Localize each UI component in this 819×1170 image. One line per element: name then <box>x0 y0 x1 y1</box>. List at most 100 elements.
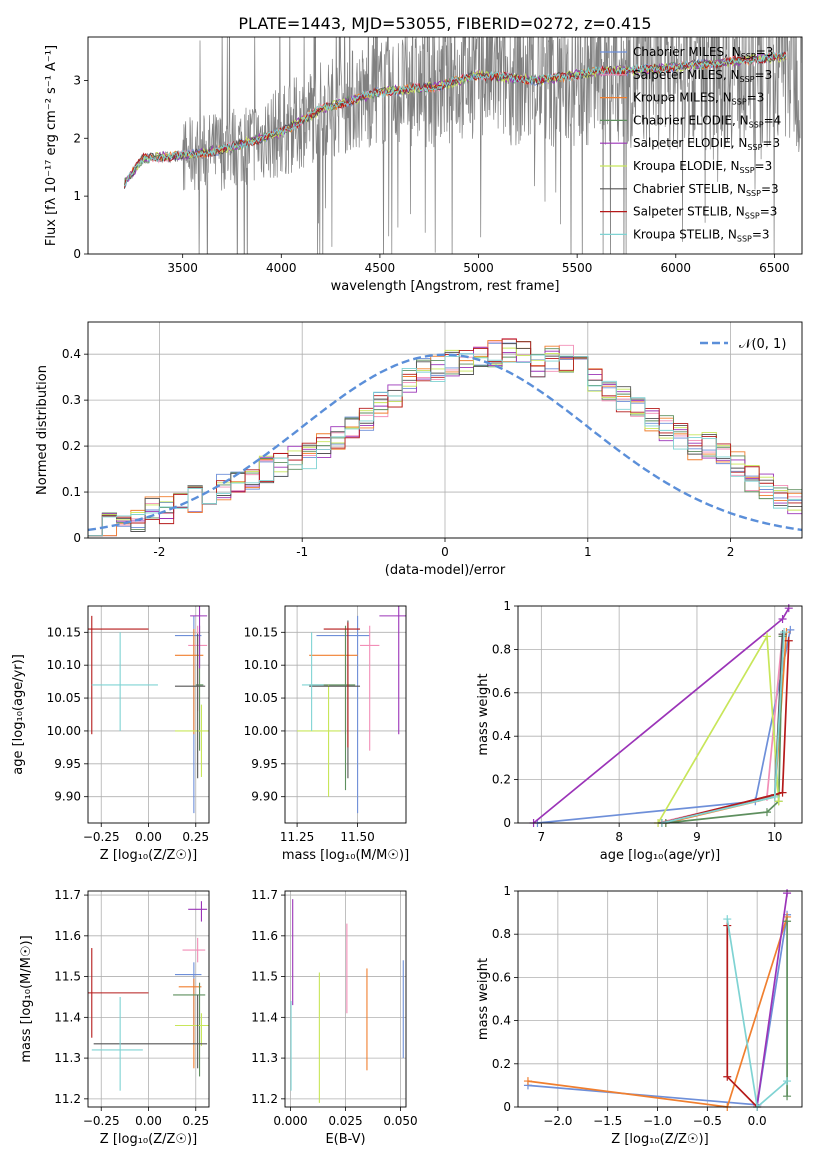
axes-frame <box>517 890 803 1108</box>
y-tick-label: 0.3 <box>62 393 81 407</box>
y-tick-label: 0.2 <box>492 1057 511 1071</box>
y-tick-label: 10.00 <box>244 724 278 738</box>
y-tick-label: 0 <box>503 1100 511 1114</box>
normal-curve <box>88 353 802 532</box>
legend-label: 𝒩(0, 1) <box>739 337 786 352</box>
axes-frame <box>517 605 803 824</box>
spectrum-area <box>124 37 802 254</box>
legend-value: =3 <box>755 68 773 82</box>
axes-frame <box>87 36 803 255</box>
panel-1: -2 -1 0 1 2 0 0.1 0.2 0.3 0.4 (data-model)/error No… <box>35 321 803 578</box>
axes-frame <box>284 890 407 1108</box>
mass-weight-line-chabrier-stelib <box>661 634 784 824</box>
x-axis-label: wavelength [Angstrom, rest frame] <box>331 279 560 294</box>
y-tick-label: 0.8 <box>492 927 511 941</box>
y-tick-label: 0.2 <box>492 773 511 787</box>
legend-subscript: SSP <box>740 166 755 175</box>
point-marker-chabrier-elodie <box>783 1092 792 1101</box>
point-marker-salpeter-elodie <box>783 889 792 898</box>
y-tick-label: 0 <box>73 531 81 545</box>
x-tick-label: 11.25 <box>280 830 314 844</box>
y-tick-label: 0.4 <box>492 729 511 743</box>
x-axis-label: Z [log₁₀(Z/Z☉)] <box>100 1132 197 1147</box>
y-tick-label: 11.3 <box>54 1051 81 1065</box>
y-axis-label: mass [log₁₀(M/M☉)] <box>19 935 34 1062</box>
point-marker-chabrier-elodie <box>762 808 771 817</box>
y-tick-label: 0 <box>73 247 81 261</box>
x-tick-label: −0.25 <box>83 830 120 844</box>
x-tick-label: 4000 <box>266 261 297 275</box>
x-tick-label: −1.5 <box>593 1114 622 1128</box>
legend-label: Salpeter MILES, NSSP=3 <box>633 68 772 84</box>
x-tick-label: −0.5 <box>693 1114 722 1128</box>
y-tick-label: 0.2 <box>62 439 81 453</box>
y-tick-label: 1 <box>503 599 511 613</box>
y-tick-label: 9.95 <box>251 757 278 771</box>
x-tick-label: 0.050 <box>383 1114 417 1128</box>
y-tick-label: 10.05 <box>244 691 278 705</box>
legend-subscript: SSP <box>746 189 761 198</box>
point-marker-kroupa-elodie <box>774 797 783 806</box>
hist-step-chabrier-stelib <box>88 343 802 537</box>
point-marker-kroupa-stelib <box>723 915 732 924</box>
y-tick-label: 10.00 <box>47 724 81 738</box>
x-tick-label: 6500 <box>759 261 790 275</box>
y-tick-label: 10.15 <box>47 625 81 639</box>
model-line-chabrier-stelib <box>124 52 787 189</box>
point-marker-salpeter-elodie <box>784 604 793 613</box>
y-axis-label: Flux [fλ 10⁻¹⁷ erg cm⁻² s⁻¹ A⁻¹] <box>44 45 59 246</box>
legend-label: Chabrier ELODIE, NSSP=4 <box>633 113 781 129</box>
mass-weight-line-kroupa-stelib <box>661 631 785 824</box>
legend-subscript: SSP <box>741 52 756 61</box>
point-marker-kroupa-stelib <box>770 792 779 801</box>
x-tick-label: 0.025 <box>328 1114 362 1128</box>
legend-label: Kroupa STELIB, NSSP=3 <box>633 227 770 243</box>
panel-2: −0.25 0.00 0.25 9.90 9.95 10.00 10.05 10.10 10.1… <box>11 605 210 863</box>
legend-value: =3 <box>755 159 773 173</box>
x-tick-label: 10 <box>767 830 782 844</box>
mass-weight-line-chabrier-miles <box>537 629 792 824</box>
x-tick-label: 0 <box>441 545 449 559</box>
y-tick-label: 11.6 <box>251 929 278 943</box>
y-axis-label: mass weight <box>476 673 491 755</box>
x-tick-label: 0.00 <box>135 830 162 844</box>
x-tick-label: 11.50 <box>340 830 374 844</box>
x-tick-label: −0.25 <box>83 1114 120 1128</box>
legend-label: Chabrier STELIB, NSSP=3 <box>633 182 779 198</box>
y-tick-label: 11.2 <box>54 1092 81 1106</box>
legend-value: =3 <box>747 91 765 105</box>
point-marker-kroupa-stelib <box>780 628 789 637</box>
y-axis-label: mass weight <box>476 958 491 1040</box>
x-axis-label: age [log₁₀(age/yr)] <box>600 848 721 863</box>
panel-0: 3500 4000 4500 5000 5500 6000 6500 0 1 2 3 waveleng… <box>44 36 803 294</box>
axes-frame <box>87 605 210 824</box>
y-tick-label: 11.4 <box>251 1010 278 1024</box>
y-tick-label: 10.10 <box>244 658 278 672</box>
x-axis-label: Z [log₁₀(Z/Z☉)] <box>611 1132 708 1147</box>
point-marker-salpeter-elodie <box>778 615 787 624</box>
errorbar-area <box>88 901 209 1091</box>
legend-value: =3 <box>762 136 780 150</box>
legend-subscript: SSP <box>747 143 762 152</box>
y-tick-label: 0 <box>503 816 511 830</box>
point-marker-salpeter-stelib <box>778 788 787 797</box>
errorbar-area <box>297 606 406 814</box>
x-axis-label: (data-model)/error <box>385 563 506 578</box>
mass-weight-line-salpeter-elodie <box>756 893 788 1105</box>
y-tick-label: 0.4 <box>492 1014 511 1028</box>
y-axis-label: Normed distribution <box>35 365 50 495</box>
axes-frame <box>284 605 407 824</box>
mass-weight-line-chabrier-elodie <box>665 636 784 824</box>
y-tick-label: 10.10 <box>47 658 81 672</box>
x-tick-label: 7 <box>538 830 546 844</box>
legend-value: =4 <box>764 113 782 127</box>
y-tick-label: 11.7 <box>251 888 278 902</box>
point-marker-kroupa-elodie <box>762 632 771 641</box>
y-tick-label: 0.4 <box>62 347 81 361</box>
legend-label: Kroupa MILES, NSSP=3 <box>633 91 764 107</box>
legend-subscript: SSP <box>740 75 755 84</box>
x-tick-label: −1.0 <box>643 1114 672 1128</box>
y-tick-label: 10.05 <box>47 691 81 705</box>
y-tick-label: 11.6 <box>54 929 81 943</box>
